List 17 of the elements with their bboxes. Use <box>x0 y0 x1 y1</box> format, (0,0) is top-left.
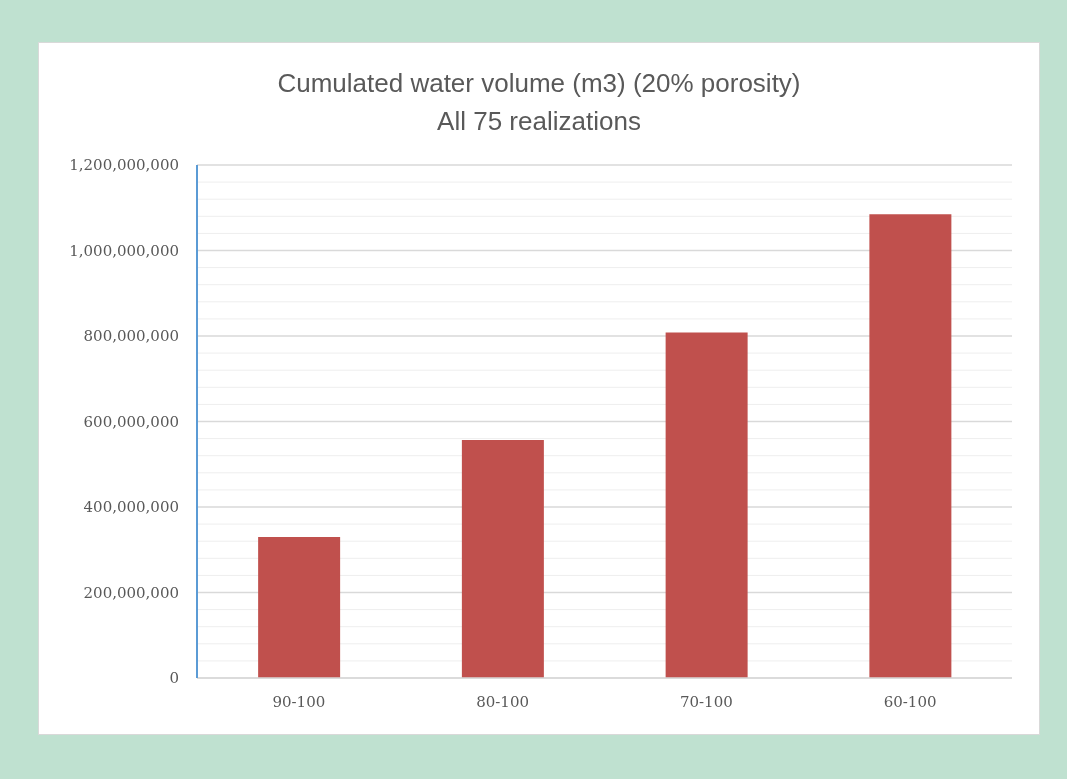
bar <box>665 332 748 678</box>
y-tick-label: 1,200,000,000 <box>69 156 179 175</box>
x-tick-label: 70-100 <box>679 692 733 711</box>
y-tick-label: 1,000,000,000 <box>69 241 179 260</box>
chart-title: Cumulated water volume (m3) (20% porosity) <box>276 67 802 100</box>
bar <box>869 214 952 678</box>
bar <box>461 439 544 678</box>
y-tick-label: 800,000,000 <box>83 327 179 346</box>
y-tick-label: 200,000,000 <box>83 583 179 602</box>
x-tick-label: 80-100 <box>476 692 530 711</box>
x-tick-label: 60-100 <box>883 692 937 711</box>
bar <box>258 536 341 678</box>
chart-subtitle: All 75 realizations <box>436 105 642 138</box>
x-tick-label: 90-100 <box>272 692 326 711</box>
y-tick-label: 600,000,000 <box>83 412 179 431</box>
y-tick-label: 0 <box>169 669 179 688</box>
y-tick-label: 400,000,000 <box>83 498 179 517</box>
